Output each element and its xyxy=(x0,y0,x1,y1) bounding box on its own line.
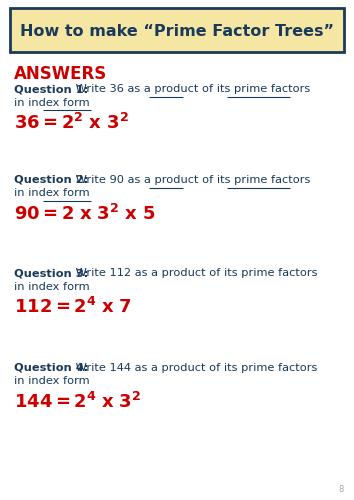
Text: 8: 8 xyxy=(339,485,344,494)
Text: Write 90 as a product of its prime factors: Write 90 as a product of its prime facto… xyxy=(72,175,311,185)
Text: Write 112 as a product of its prime factors: Write 112 as a product of its prime fact… xyxy=(72,268,318,278)
Text: How to make “Prime Factor Trees”: How to make “Prime Factor Trees” xyxy=(20,24,334,38)
Text: Write 144 as a product of its prime factors: Write 144 as a product of its prime fact… xyxy=(72,363,318,373)
Text: Question 4: Write 144 as a product of its prime factors: Question 4: Write 144 as a product of it… xyxy=(14,363,325,373)
Text: Question 1:: Question 1: xyxy=(14,84,88,94)
Text: in index form: in index form xyxy=(14,376,90,386)
Text: $\mathbf{144 = 2^4\ x\ 3^2}$: $\mathbf{144 = 2^4\ x\ 3^2}$ xyxy=(14,392,141,412)
Text: in index form: in index form xyxy=(14,98,90,108)
Text: Question 2: Write 90 as a product of its prime factors: Question 2: Write 90 as a product of its… xyxy=(14,175,318,185)
Text: Question 4:: Question 4: xyxy=(14,363,88,373)
Text: in index form: in index form xyxy=(14,282,90,292)
Text: $\mathbf{36 = 2^2\ x\ 3^2}$: $\mathbf{36 = 2^2\ x\ 3^2}$ xyxy=(14,113,129,133)
Text: in index form: in index form xyxy=(14,188,90,198)
Text: Question 2:: Question 2: xyxy=(14,175,88,185)
Text: $\mathbf{90 = 2\ x\ 3^2\ x\ 5}$: $\mathbf{90 = 2\ x\ 3^2\ x\ 5}$ xyxy=(14,204,155,224)
Text: Question 3:: Question 3: xyxy=(14,268,88,278)
Text: $\mathbf{112 = 2^4\ x\ 7}$: $\mathbf{112 = 2^4\ x\ 7}$ xyxy=(14,297,132,317)
FancyBboxPatch shape xyxy=(10,8,344,52)
Text: ANSWERS: ANSWERS xyxy=(14,65,107,83)
Text: Question 1: Write 36 as a product of its prime factors: Question 1: Write 36 as a product of its… xyxy=(14,84,318,94)
Text: Question 3: Write 112 as a product of its prime factors: Question 3: Write 112 as a product of it… xyxy=(14,268,325,278)
Text: Write 36 as a product of its prime factors: Write 36 as a product of its prime facto… xyxy=(72,84,310,94)
